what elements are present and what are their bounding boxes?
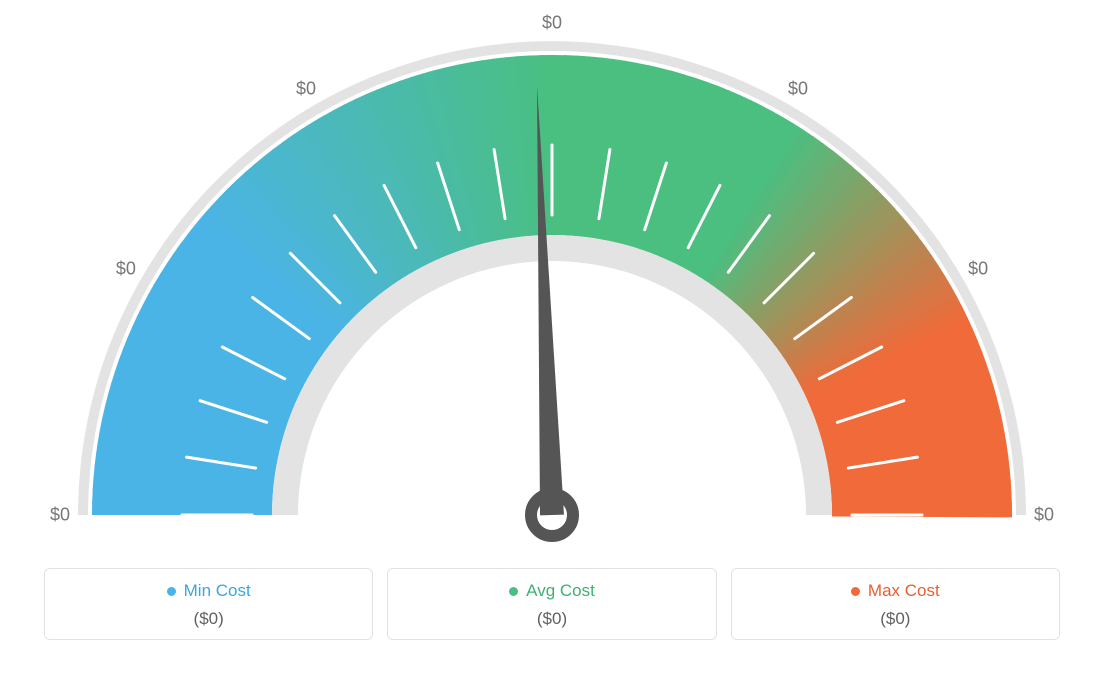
gauge-axis-label: $0 bbox=[788, 78, 808, 99]
gauge-axis-label: $0 bbox=[50, 505, 70, 526]
legend-label-min: Min Cost bbox=[184, 581, 251, 601]
gauge-container: $0 $0 $0 $0 $0 $0 $0 bbox=[42, 10, 1062, 550]
gauge-axis-label: $0 bbox=[542, 13, 562, 34]
legend-row: Min Cost ($0) Avg Cost ($0) Max Cost ($0… bbox=[22, 568, 1082, 640]
legend-title-avg: Avg Cost bbox=[509, 581, 595, 601]
legend-value-avg: ($0) bbox=[398, 609, 705, 629]
gauge-axis-label: $0 bbox=[296, 78, 316, 99]
legend-value-min: ($0) bbox=[55, 609, 362, 629]
gauge-svg bbox=[42, 10, 1062, 550]
gauge-axis-label: $0 bbox=[1034, 505, 1054, 526]
legend-dot-max bbox=[851, 587, 860, 596]
gauge-axis-label: $0 bbox=[116, 259, 136, 280]
legend-card-avg: Avg Cost ($0) bbox=[387, 568, 716, 640]
legend-title-max: Max Cost bbox=[851, 581, 940, 601]
legend-label-avg: Avg Cost bbox=[526, 581, 595, 601]
legend-card-min: Min Cost ($0) bbox=[44, 568, 373, 640]
legend-dot-avg bbox=[509, 587, 518, 596]
legend-card-max: Max Cost ($0) bbox=[731, 568, 1060, 640]
legend-dot-min bbox=[167, 587, 176, 596]
gauge-axis-label: $0 bbox=[968, 259, 988, 280]
legend-value-max: ($0) bbox=[742, 609, 1049, 629]
legend-label-max: Max Cost bbox=[868, 581, 940, 601]
legend-title-min: Min Cost bbox=[167, 581, 251, 601]
